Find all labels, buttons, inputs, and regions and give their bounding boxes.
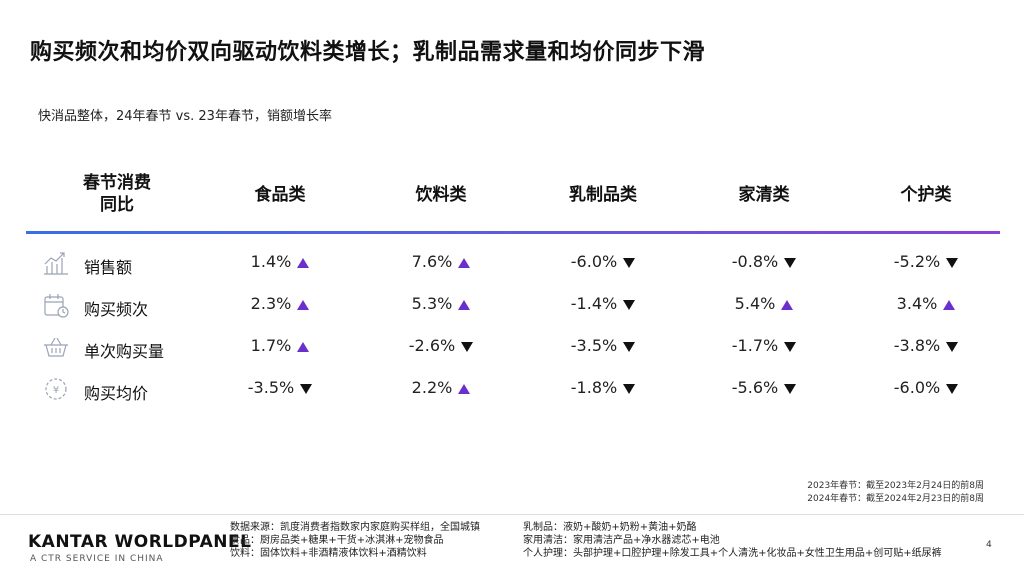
table-row: ¥ 购买均价 -3.5% 2.2% -1.8% -5.6% -6.0% [0, 374, 1024, 404]
footer-divider [0, 514, 1024, 515]
up-triangle-icon [458, 299, 471, 310]
cell-value: -3.5% [247, 378, 295, 397]
page-subtitle: 快消品整体，24年春节 vs. 23年春节，销额增长率 [38, 109, 332, 124]
table-row: 销售额 1.4% 7.6% -6.0% -0.8% -5.2% [0, 248, 1024, 278]
down-triangle-icon [623, 257, 636, 268]
table-cell: -1.8% [528, 378, 678, 402]
up-triangle-icon [458, 383, 471, 394]
row-label: 购买频次 [84, 300, 149, 319]
table-cell: -3.8% [851, 336, 1001, 360]
metric-header: 春节消费 同比 [62, 172, 172, 216]
up-triangle-icon [297, 299, 310, 310]
up-triangle-icon [297, 257, 310, 268]
table-row: 单次购买量 1.7% -2.6% -3.5% -1.7% -3.8% [0, 332, 1024, 362]
cell-value: -3.5% [570, 336, 618, 355]
basket-icon [42, 334, 70, 360]
table-cell: -3.5% [205, 378, 355, 402]
table-cell: -1.4% [528, 294, 678, 318]
down-triangle-icon [784, 257, 797, 268]
down-triangle-icon [623, 383, 636, 394]
period-note-2023: 2023年春节：截至2023年2月24日的前8周 [807, 481, 984, 491]
down-triangle-icon [784, 383, 797, 394]
column-header: 食品类 [254, 185, 306, 205]
footnote-home-care: 家用清洁：家用清洁产品+净水器滤芯+电池 [523, 535, 720, 546]
row-label: 销售额 [84, 258, 133, 277]
down-triangle-icon [461, 341, 474, 352]
cell-value: -1.8% [570, 378, 618, 397]
footnote-personal-care: 个人护理：头部护理+口腔护理+除发工具+个人清洗+化妆品+女性卫生用品+创可贴+… [523, 548, 942, 559]
footnote-source: 数据来源：凯度消费者指数家内家庭购买样组，全国城镇 [230, 522, 480, 533]
cell-value: 1.7% [250, 336, 292, 355]
table-cell: 1.7% [205, 336, 355, 360]
up-triangle-icon [458, 257, 471, 268]
table-row: 购买频次 2.3% 5.3% -1.4% 5.4% 3.4% [0, 290, 1024, 320]
table-cell: -3.5% [528, 336, 678, 360]
down-triangle-icon [946, 383, 959, 394]
logo-tagline: A CTR SERVICE IN CHINA [30, 554, 164, 564]
cell-value: 2.3% [250, 294, 292, 313]
cell-value: 5.3% [411, 294, 453, 313]
down-triangle-icon [784, 341, 797, 352]
period-note-2024: 2024年春节：截至2024年2月23日的前8周 [807, 494, 984, 504]
cell-value: -6.0% [570, 252, 618, 271]
cell-value: 1.4% [250, 252, 292, 271]
down-triangle-icon [946, 257, 959, 268]
metric-header-text: 春节消费 同比 [83, 173, 151, 215]
down-triangle-icon [623, 341, 636, 352]
table-cell: 7.6% [366, 252, 516, 276]
table-cell: -6.0% [528, 252, 678, 276]
cell-value: 5.4% [734, 294, 776, 313]
cell-value: 7.6% [411, 252, 453, 271]
table-cell: -2.6% [366, 336, 516, 360]
table-cell: 2.3% [205, 294, 355, 318]
page-number: 4 [986, 540, 992, 550]
column-header: 家清类 [738, 185, 790, 205]
price-tag-icon: ¥ [42, 376, 70, 402]
column-header: 乳制品类 [569, 185, 637, 205]
table-cell: 3.4% [851, 294, 1001, 318]
cell-value: -1.4% [570, 294, 618, 313]
up-triangle-icon [297, 341, 310, 352]
cell-value: -6.0% [893, 378, 941, 397]
down-triangle-icon [946, 341, 959, 352]
table-cell: -1.7% [689, 336, 839, 360]
table-cell: 5.3% [366, 294, 516, 318]
header-divider [26, 231, 1000, 234]
calendar-icon [42, 292, 70, 318]
table-cell: -5.6% [689, 378, 839, 402]
up-triangle-icon [781, 299, 794, 310]
kantar-logo: KANTAR WORLDPANEL [28, 532, 252, 552]
table-cell: -5.2% [851, 252, 1001, 276]
cell-value: 2.2% [411, 378, 453, 397]
table-cell: 5.4% [689, 294, 839, 318]
cell-value: 3.4% [896, 294, 938, 313]
up-triangle-icon [943, 299, 956, 310]
cell-value: -1.7% [731, 336, 779, 355]
table-cell: 1.4% [205, 252, 355, 276]
footnote-beverage: 饮料：固体饮料+非酒精液体饮料+酒精饮料 [230, 548, 427, 559]
table-cell: -0.8% [689, 252, 839, 276]
svg-text:¥: ¥ [53, 385, 59, 396]
column-header: 饮料类 [415, 185, 467, 205]
down-triangle-icon [623, 299, 636, 310]
row-label: 购买均价 [84, 384, 149, 403]
cell-value: -3.8% [893, 336, 941, 355]
cell-value: -5.6% [731, 378, 779, 397]
down-triangle-icon [300, 383, 313, 394]
cell-value: -5.2% [893, 252, 941, 271]
table-cell: 2.2% [366, 378, 516, 402]
footnote-dairy: 乳制品：液奶+酸奶+奶粉+黄油+奶酪 [523, 522, 697, 533]
page-title: 购买频次和均价双向驱动饮料类增长；乳制品需求量和均价同步下滑 [30, 40, 706, 65]
footnote-food: 食品：厨房品类+糖果+干货+冰淇淋+宠物食品 [230, 535, 444, 546]
cell-value: -0.8% [731, 252, 779, 271]
column-header: 个护类 [900, 185, 952, 205]
cell-value: -2.6% [408, 336, 456, 355]
sales-chart-icon [42, 250, 70, 276]
row-label: 单次购买量 [84, 342, 165, 361]
table-cell: -6.0% [851, 378, 1001, 402]
